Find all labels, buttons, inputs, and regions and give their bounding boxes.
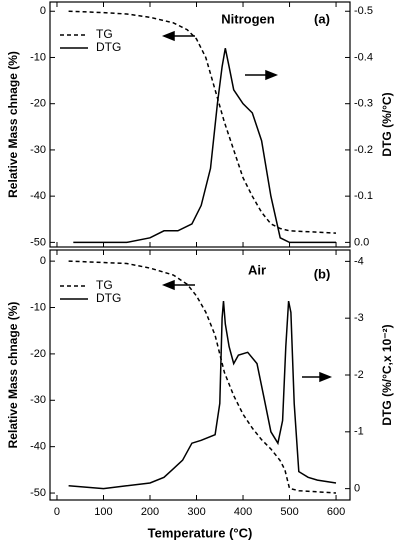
- y-tick-label: 0: [40, 5, 46, 17]
- annotation: (b): [314, 266, 331, 281]
- annotation: Nitrogen: [221, 11, 275, 26]
- y-axis-label: Relative Mass chnage (%): [6, 51, 20, 198]
- y2-tick-label: -0.2: [354, 144, 373, 156]
- y-tick-label: -50: [30, 487, 46, 499]
- y-tick-label: -30: [30, 394, 46, 406]
- y-tick-label: -20: [30, 98, 46, 110]
- y-tick-label: -40: [30, 190, 46, 202]
- x-tick-label: 400: [234, 506, 252, 518]
- x-tick-label: 600: [327, 506, 345, 518]
- y2-tick-label: -0.3: [354, 98, 373, 110]
- x-axis-label: Temperature (°C): [148, 525, 253, 540]
- y2-tick-label: -0.4: [354, 51, 373, 63]
- y2-tick-label: -1: [354, 426, 364, 438]
- x-tick-label: 500: [280, 506, 298, 518]
- y-tick-label: 0: [40, 255, 46, 267]
- plot-frame: [49, 249, 351, 501]
- y-tick-label: -40: [30, 441, 46, 453]
- series-line: [73, 48, 336, 244]
- series-line: [68, 300, 337, 490]
- y2-tick-label: -0.1: [354, 190, 373, 202]
- y-tick-label: -10: [30, 51, 46, 63]
- arrows: [161, 30, 333, 383]
- legend-label: DTG: [96, 291, 121, 305]
- annotation: Air: [248, 262, 266, 277]
- y-tick-label: -30: [30, 144, 46, 156]
- y2-tick-label: 0: [354, 483, 360, 495]
- legend-label: TG: [96, 27, 113, 41]
- y2-axis-label: DTG (%/°C,x 10⁻²): [380, 324, 394, 425]
- arrow-head: [161, 279, 175, 291]
- y2-tick-label: -4: [354, 255, 364, 267]
- y2-tick-label: 0.0: [354, 236, 369, 248]
- y-tick-label: -50: [30, 236, 46, 248]
- x-tick-label: 0: [54, 506, 60, 518]
- y-tick-label: -20: [30, 348, 46, 360]
- x-tick-label: 300: [187, 506, 205, 518]
- legend-label: DTG: [96, 40, 121, 54]
- plot-frame: [49, 1, 351, 248]
- arrow-head: [265, 69, 279, 81]
- y-tick-label: -10: [30, 301, 46, 313]
- legend-label: TG: [96, 278, 113, 292]
- series-line: [68, 260, 337, 494]
- arrow-head: [319, 371, 333, 383]
- annotation: (a): [314, 11, 330, 26]
- y2-tick-label: -2: [354, 369, 364, 381]
- arrow-head: [161, 30, 175, 42]
- y2-axis-label: DTG (%/°C): [380, 92, 394, 156]
- x-tick-label: 100: [94, 506, 112, 518]
- series-line: [68, 10, 337, 234]
- x-tick-label: 200: [141, 506, 159, 518]
- y2-tick-label: -3: [354, 312, 364, 324]
- y2-tick-label: -0.5: [354, 5, 373, 17]
- y-axis-label: Relative Mass chnage (%): [6, 302, 20, 449]
